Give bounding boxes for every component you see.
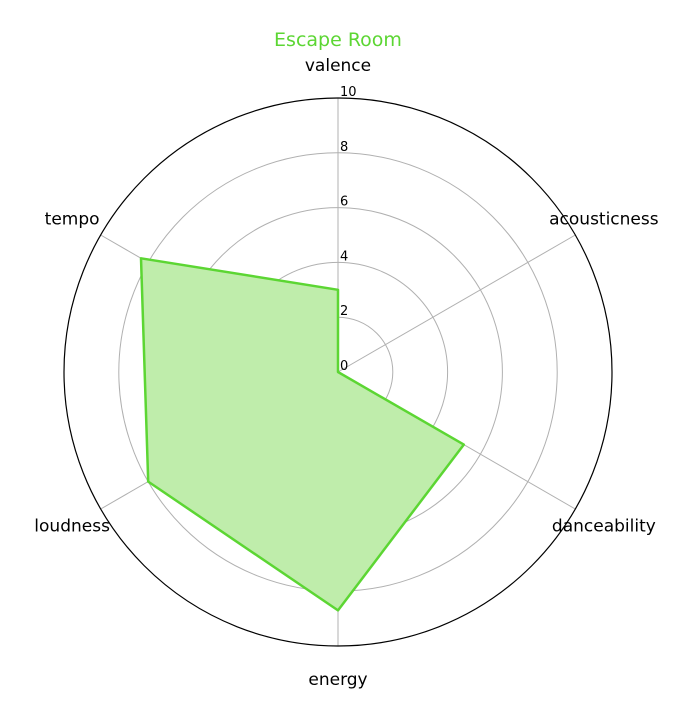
axis-label-danceability: danceability (552, 517, 656, 537)
labels: 0 2 4 6 8 10 valence acousticness danceability en… (34, 56, 658, 690)
r-tick-label-0: 0 (340, 359, 348, 374)
outer-frame (63, 97, 613, 647)
series-area-0 (141, 258, 464, 611)
r-tick-label-10: 10 (340, 85, 357, 100)
axis-label-energy: energy (308, 670, 367, 690)
axis-label-loudness: loudness (34, 517, 110, 537)
axis-label-acousticness: acousticness (549, 210, 659, 230)
r-tick-label-2: 2 (340, 304, 348, 319)
spoke-acousticness (337, 234, 576, 373)
r-tick-label-6: 6 (340, 195, 348, 210)
series-layer (139, 257, 466, 612)
axis-label-tempo: tempo (45, 210, 100, 230)
chart-title: Escape Room (274, 29, 402, 51)
series-line-0 (139, 257, 466, 612)
r-tick-label-8: 8 (340, 140, 348, 155)
r-tick-label-4: 4 (340, 249, 348, 264)
axis-label-valence: valence (305, 56, 371, 76)
